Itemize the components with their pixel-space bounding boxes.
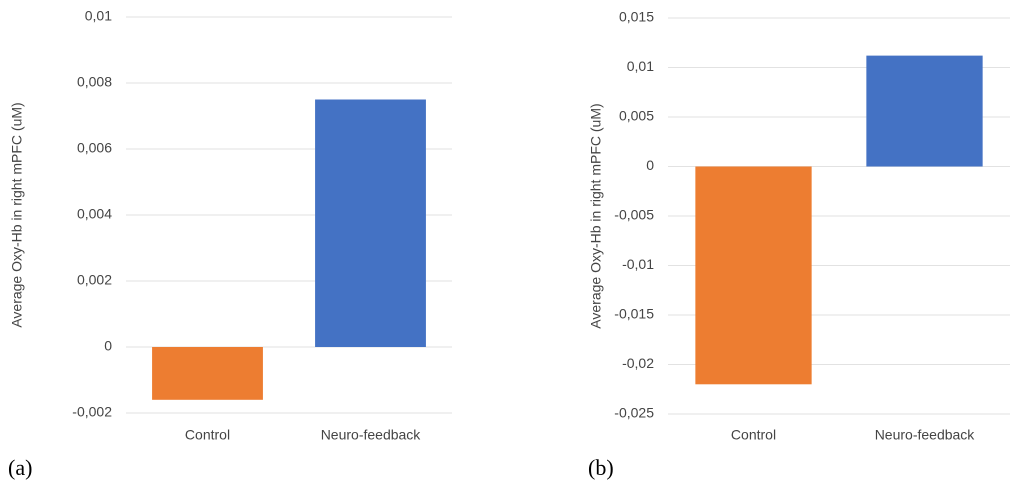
y-tick-label: -0,005 [614, 207, 654, 223]
y-tick-label: -0,01 [622, 256, 654, 272]
y-tick-label: 0 [646, 157, 654, 173]
panel-label: (a) [8, 455, 32, 480]
bar [866, 55, 983, 167]
y-tick-label: 0,008 [77, 74, 112, 90]
bar [315, 99, 426, 347]
x-tick-label: Neuro-feedback [321, 427, 422, 443]
y-tick-label: -0,015 [614, 306, 654, 322]
x-tick-label: Control [731, 427, 776, 443]
x-tick-label: Neuro-feedback [875, 427, 976, 443]
y-tick-label: 0,01 [85, 8, 112, 24]
y-tick-label: 0,01 [627, 58, 654, 74]
y-tick-label: 0 [104, 338, 112, 354]
y-tick-label: 0,005 [619, 108, 654, 124]
y-tick-label: -0,025 [614, 405, 654, 421]
y-tick-label: -0,002 [72, 404, 112, 420]
y-tick-label: 0,006 [77, 140, 112, 156]
bar [152, 347, 263, 400]
y-tick-label: 0,015 [619, 9, 654, 25]
y-tick-label: 0,002 [77, 272, 112, 288]
bar [695, 166, 812, 385]
y-axis-label: Average Oxy-Hb in right mPFC (uM) [9, 102, 25, 327]
panel-label: (b) [588, 455, 614, 480]
x-tick-label: Control [185, 427, 230, 443]
y-tick-label: 0,004 [77, 206, 112, 222]
y-axis-label: Average Oxy-Hb in right mPFC (uM) [588, 103, 604, 328]
y-tick-label: -0,02 [622, 355, 654, 371]
